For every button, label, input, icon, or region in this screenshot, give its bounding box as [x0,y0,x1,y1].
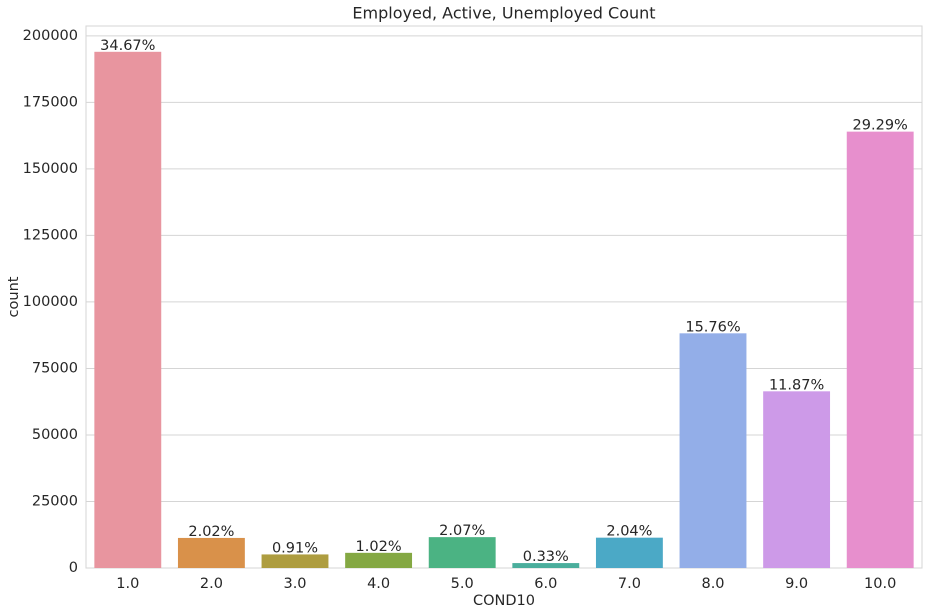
bar-annotation: 2.02% [188,524,234,540]
x-tick-label: 7.0 [618,576,641,592]
x-tick-label: 9.0 [785,576,808,592]
bar [763,391,831,568]
y-tick-label: 75000 [32,360,78,376]
x-tick-label: 5.0 [451,576,474,592]
bar-annotation: 2.07% [439,523,485,539]
bar [679,333,747,568]
chart-title: Employed, Active, Unemployed Count [352,4,655,23]
y-tick-label: 100000 [23,294,78,310]
bar [512,563,580,568]
x-tick-label: 6.0 [534,576,557,592]
bar [261,554,329,568]
x-tick-label: 3.0 [283,576,306,592]
bar [428,537,496,568]
bar [595,537,663,568]
x-tick-label: 1.0 [116,576,139,592]
y-axis-label: count [6,276,22,317]
y-tick-label: 50000 [32,427,78,443]
bar [177,537,245,568]
x-axis-label: COND10 [473,593,535,609]
bar [345,552,413,568]
bar-annotation: 1.02% [356,539,402,555]
x-tick-label: 2.0 [200,576,223,592]
x-tick-label: 4.0 [367,576,390,592]
bar [94,51,162,569]
bar-annotation: 0.33% [523,549,569,565]
y-tick-label: 175000 [23,94,78,110]
bar-annotation: 2.04% [606,524,652,540]
x-tick-label: 10.0 [864,576,896,592]
x-tick-label: 8.0 [701,576,724,592]
bar-annotation: 0.91% [272,540,318,556]
y-tick-label: 200000 [23,28,78,44]
y-tick-label: 150000 [23,161,78,177]
bar-annotation: 29.29% [853,118,908,134]
bar [846,131,914,568]
y-tick-label: 125000 [23,227,78,243]
y-tick-label: 25000 [32,493,78,509]
y-tick-label: 0 [69,560,78,576]
bar-annotation: 15.76% [685,319,740,335]
bar-annotation: 34.67% [100,38,155,54]
bar-annotation: 11.87% [769,377,824,393]
